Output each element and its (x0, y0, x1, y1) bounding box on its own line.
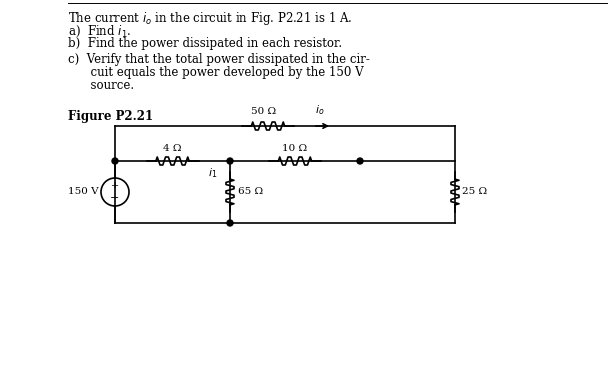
Circle shape (357, 158, 363, 164)
Text: The current $i_o$ in the circuit in Fig. P2.21 is 1 A.: The current $i_o$ in the circuit in Fig.… (68, 10, 353, 27)
Text: 25 Ω: 25 Ω (462, 187, 487, 197)
Text: a)  Find $i_1$.: a) Find $i_1$. (68, 24, 131, 39)
Text: 4 Ω: 4 Ω (164, 144, 182, 153)
Text: 10 Ω: 10 Ω (283, 144, 308, 153)
Text: Figure P2.21: Figure P2.21 (68, 110, 153, 123)
Text: source.: source. (68, 79, 134, 92)
Text: 65 Ω: 65 Ω (238, 187, 263, 197)
Circle shape (227, 158, 233, 164)
Text: −: − (110, 193, 120, 203)
Text: $i_o$: $i_o$ (315, 103, 325, 117)
Text: c)  Verify that the total power dissipated in the cir-: c) Verify that the total power dissipate… (68, 53, 370, 66)
Text: 50 Ω: 50 Ω (252, 107, 277, 116)
Circle shape (112, 158, 118, 164)
Text: b)  Find the power dissipated in each resistor.: b) Find the power dissipated in each res… (68, 37, 342, 50)
Text: $i_1$: $i_1$ (208, 166, 217, 180)
Text: 150 V: 150 V (68, 187, 99, 197)
Text: +: + (111, 181, 119, 190)
Text: cuit equals the power developed by the 150 V: cuit equals the power developed by the 1… (68, 66, 364, 79)
Circle shape (227, 220, 233, 226)
